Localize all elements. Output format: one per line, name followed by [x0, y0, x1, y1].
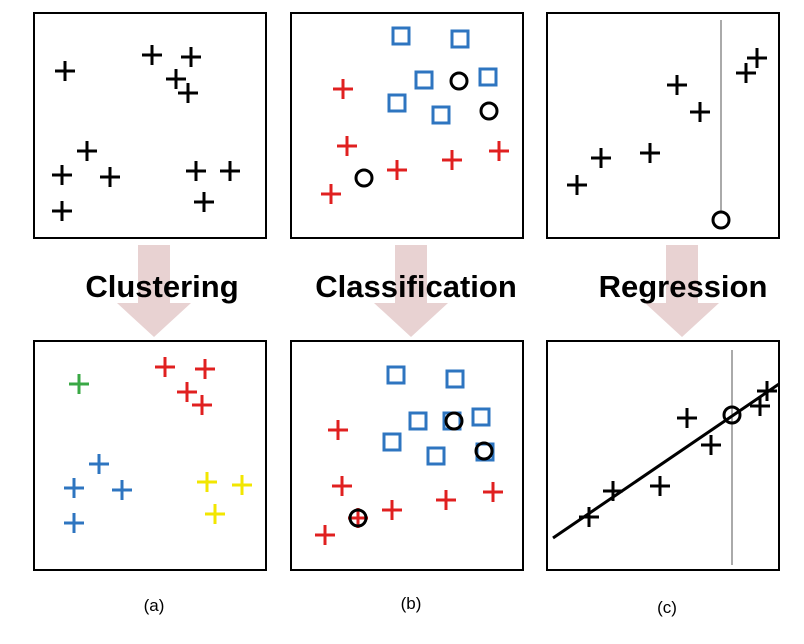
- plus-marker-black: [747, 48, 767, 68]
- plus-marker-black: [100, 167, 120, 187]
- plus-marker-black: [178, 83, 198, 103]
- column-regression: Regression (c): [546, 12, 780, 617]
- plus-marker-black: [194, 192, 214, 212]
- plus-marker-green: [69, 374, 89, 394]
- square-marker-blue: [391, 26, 411, 46]
- plus-marker-black: [591, 148, 611, 168]
- plus-marker-yellow: [205, 504, 225, 524]
- panel-clustering-input: [33, 12, 267, 239]
- plus-marker-yellow: [197, 472, 217, 492]
- plus-marker-red: [442, 150, 462, 170]
- points-regression-input: [567, 48, 767, 230]
- points-clustering-output: [64, 357, 252, 533]
- panel-regression-output: [546, 340, 780, 571]
- panel-classification-output: [290, 340, 524, 571]
- plus-marker-black: [567, 175, 587, 195]
- plus-marker-black: [186, 161, 206, 181]
- plus-marker-black: [77, 141, 97, 161]
- circle-marker: [354, 168, 374, 188]
- plus-marker-black: [757, 381, 777, 401]
- points-classification-output: [315, 365, 503, 545]
- plus-marker-red: [155, 357, 175, 377]
- square-marker-blue: [382, 432, 402, 452]
- plus-marker-red: [177, 382, 197, 402]
- square-marker-blue: [414, 70, 434, 90]
- plus-marker-black: [142, 45, 162, 65]
- caption-clustering: (a): [144, 596, 165, 615]
- caption-regression: (c): [657, 598, 677, 617]
- plus-marker-black: [55, 61, 75, 81]
- plus-marker-blue: [112, 480, 132, 500]
- circle-marker: [348, 508, 368, 528]
- plus-marker-red: [195, 359, 215, 379]
- plus-marker-black: [667, 75, 687, 95]
- plus-marker-black: [220, 161, 240, 181]
- column-classification: Classification (b): [290, 12, 524, 613]
- plus-marker-black: [750, 396, 770, 416]
- circle-marker: [711, 210, 731, 230]
- square-marker-blue: [445, 369, 465, 389]
- points-regression-output: [579, 381, 777, 527]
- square-marker-blue: [386, 365, 406, 385]
- plus-marker-black: [701, 435, 721, 455]
- plus-marker-red: [192, 395, 212, 415]
- plus-marker-black: [603, 481, 623, 501]
- circle-marker: [722, 405, 742, 425]
- plus-marker-black: [52, 201, 72, 221]
- plus-marker-black: [650, 476, 670, 496]
- plus-marker-red: [333, 79, 353, 99]
- plus-marker-black: [166, 69, 186, 89]
- points-classification-input: [321, 26, 509, 204]
- plus-marker-red: [332, 476, 352, 496]
- regression-fit-line: [552, 382, 780, 540]
- panel-regression-input: [546, 12, 780, 239]
- square-marker-blue: [408, 411, 428, 431]
- plus-marker-black: [52, 165, 72, 185]
- plus-marker-blue: [89, 454, 109, 474]
- square-marker-blue: [471, 407, 491, 427]
- square-marker-blue: [431, 105, 451, 125]
- plus-marker-black: [640, 143, 660, 163]
- plus-marker-black: [181, 47, 201, 67]
- plus-marker-blue: [64, 513, 84, 533]
- points-clustering-input: [52, 45, 240, 221]
- plus-marker-black: [579, 507, 599, 527]
- square-marker-blue: [478, 67, 498, 87]
- arrow-clustering: [117, 245, 191, 337]
- plus-marker-red: [337, 136, 357, 156]
- plus-marker-black: [736, 63, 756, 83]
- plus-marker-black: [690, 102, 710, 122]
- column-clustering: Clustering (a): [33, 12, 267, 615]
- heading-regression: Regression: [599, 269, 768, 304]
- arrow-classification: [374, 245, 448, 337]
- plus-marker-red: [483, 482, 503, 502]
- plus-marker-red: [489, 141, 509, 161]
- plus-marker-red: [321, 184, 341, 204]
- plus-marker-blue: [64, 478, 84, 498]
- plus-marker-red: [387, 160, 407, 180]
- square-marker-blue: [387, 93, 407, 113]
- circle-marker: [449, 71, 469, 91]
- arrow-regression: [645, 245, 719, 337]
- plus-marker-red: [436, 490, 456, 510]
- caption-classification: (b): [401, 594, 422, 613]
- heading-classification: Classification: [315, 269, 517, 304]
- circle-marker: [479, 101, 499, 121]
- square-marker-blue: [426, 446, 446, 466]
- plus-marker-yellow: [232, 475, 252, 495]
- panel-clustering-output: [33, 340, 267, 571]
- square-marker-blue: [450, 29, 470, 49]
- panel-classification-input: [290, 12, 524, 239]
- plus-marker-red: [315, 525, 335, 545]
- plus-marker-black: [677, 408, 697, 428]
- heading-clustering: Clustering: [85, 269, 238, 304]
- plus-marker-red: [328, 420, 348, 440]
- circle-marker: [444, 411, 464, 431]
- circle-marker: [474, 441, 494, 461]
- plus-marker-red: [382, 500, 402, 520]
